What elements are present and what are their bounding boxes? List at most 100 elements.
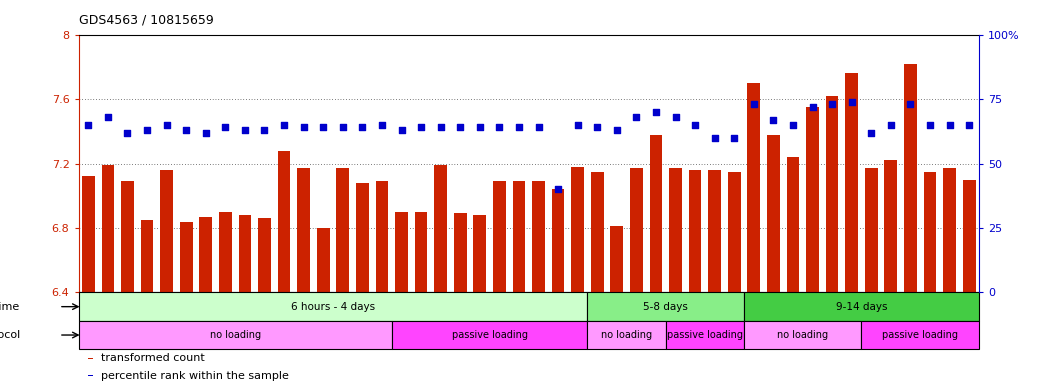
Point xyxy=(217,124,233,131)
Point xyxy=(784,122,801,128)
Point xyxy=(765,117,782,123)
Text: transformed count: transformed count xyxy=(101,354,205,364)
Text: 5-8 days: 5-8 days xyxy=(643,302,688,312)
Point xyxy=(471,124,488,131)
Bar xyxy=(532,181,544,293)
Bar xyxy=(767,134,780,293)
Bar xyxy=(669,168,682,293)
Point xyxy=(158,122,175,128)
Bar xyxy=(259,218,271,293)
Bar xyxy=(865,168,877,293)
Point xyxy=(393,127,409,133)
Bar xyxy=(786,157,799,293)
Point xyxy=(687,122,704,128)
Text: no loading: no loading xyxy=(777,330,828,340)
Text: protocol: protocol xyxy=(0,330,20,340)
Point xyxy=(628,114,645,120)
Point xyxy=(883,122,899,128)
Text: no loading: no loading xyxy=(601,330,652,340)
Point xyxy=(863,129,879,136)
Point xyxy=(99,114,116,120)
Bar xyxy=(160,170,173,293)
Bar xyxy=(744,321,862,349)
Bar xyxy=(82,176,94,293)
Bar xyxy=(649,134,663,293)
Point xyxy=(198,129,215,136)
Bar xyxy=(336,168,349,293)
Point xyxy=(903,101,919,107)
Text: GDS4563 / 10815659: GDS4563 / 10815659 xyxy=(79,14,214,27)
Point xyxy=(491,124,508,131)
Bar xyxy=(199,217,213,293)
Bar xyxy=(395,212,408,293)
Point xyxy=(452,124,469,131)
Bar xyxy=(79,321,392,349)
Text: 9-14 days: 9-14 days xyxy=(836,302,887,312)
Bar xyxy=(317,228,330,293)
Point xyxy=(843,99,860,105)
Point xyxy=(824,101,841,107)
Bar xyxy=(277,151,290,293)
Bar xyxy=(239,215,251,293)
Bar xyxy=(963,180,976,293)
Point xyxy=(570,122,586,128)
Bar xyxy=(415,212,427,293)
Bar xyxy=(435,165,447,293)
Bar xyxy=(180,222,193,293)
Point xyxy=(374,122,391,128)
Bar xyxy=(493,181,506,293)
Bar xyxy=(513,181,526,293)
Point xyxy=(315,124,332,131)
Bar xyxy=(748,83,760,293)
Text: 6 hours - 4 days: 6 hours - 4 days xyxy=(291,302,375,312)
Bar xyxy=(806,107,819,293)
Bar xyxy=(102,165,114,293)
Text: passive loading: passive loading xyxy=(451,330,528,340)
Bar xyxy=(79,293,587,321)
Point xyxy=(295,124,312,131)
Bar xyxy=(376,181,388,293)
Bar xyxy=(923,172,936,293)
Point xyxy=(119,129,136,136)
Bar xyxy=(88,375,93,376)
Bar xyxy=(453,214,467,293)
Point xyxy=(941,122,958,128)
Bar xyxy=(826,96,839,293)
Bar xyxy=(904,64,917,293)
Point xyxy=(511,124,528,131)
Point xyxy=(648,109,665,115)
Bar xyxy=(356,183,369,293)
Bar xyxy=(862,321,979,349)
Bar xyxy=(219,212,231,293)
Bar xyxy=(587,321,666,349)
Bar xyxy=(845,73,859,293)
Point xyxy=(726,135,742,141)
Bar xyxy=(943,168,956,293)
Point xyxy=(667,114,684,120)
Bar xyxy=(297,168,310,293)
Text: percentile rank within the sample: percentile rank within the sample xyxy=(101,371,289,381)
Text: no loading: no loading xyxy=(209,330,261,340)
Point xyxy=(961,122,978,128)
Bar xyxy=(473,215,486,293)
Bar xyxy=(587,293,744,321)
Point xyxy=(275,122,292,128)
Point xyxy=(804,104,821,110)
Point xyxy=(707,135,723,141)
Bar xyxy=(744,293,979,321)
Point xyxy=(138,127,155,133)
Text: passive loading: passive loading xyxy=(883,330,958,340)
Point xyxy=(550,186,566,192)
Bar xyxy=(88,358,93,359)
Bar xyxy=(392,321,587,349)
Point xyxy=(354,124,371,131)
Bar xyxy=(121,181,134,293)
Point xyxy=(334,124,351,131)
Text: time: time xyxy=(0,302,20,312)
Point xyxy=(237,127,253,133)
Point xyxy=(745,101,762,107)
Bar xyxy=(140,220,154,293)
Bar xyxy=(591,172,604,293)
Point xyxy=(257,127,273,133)
Point xyxy=(178,127,195,133)
